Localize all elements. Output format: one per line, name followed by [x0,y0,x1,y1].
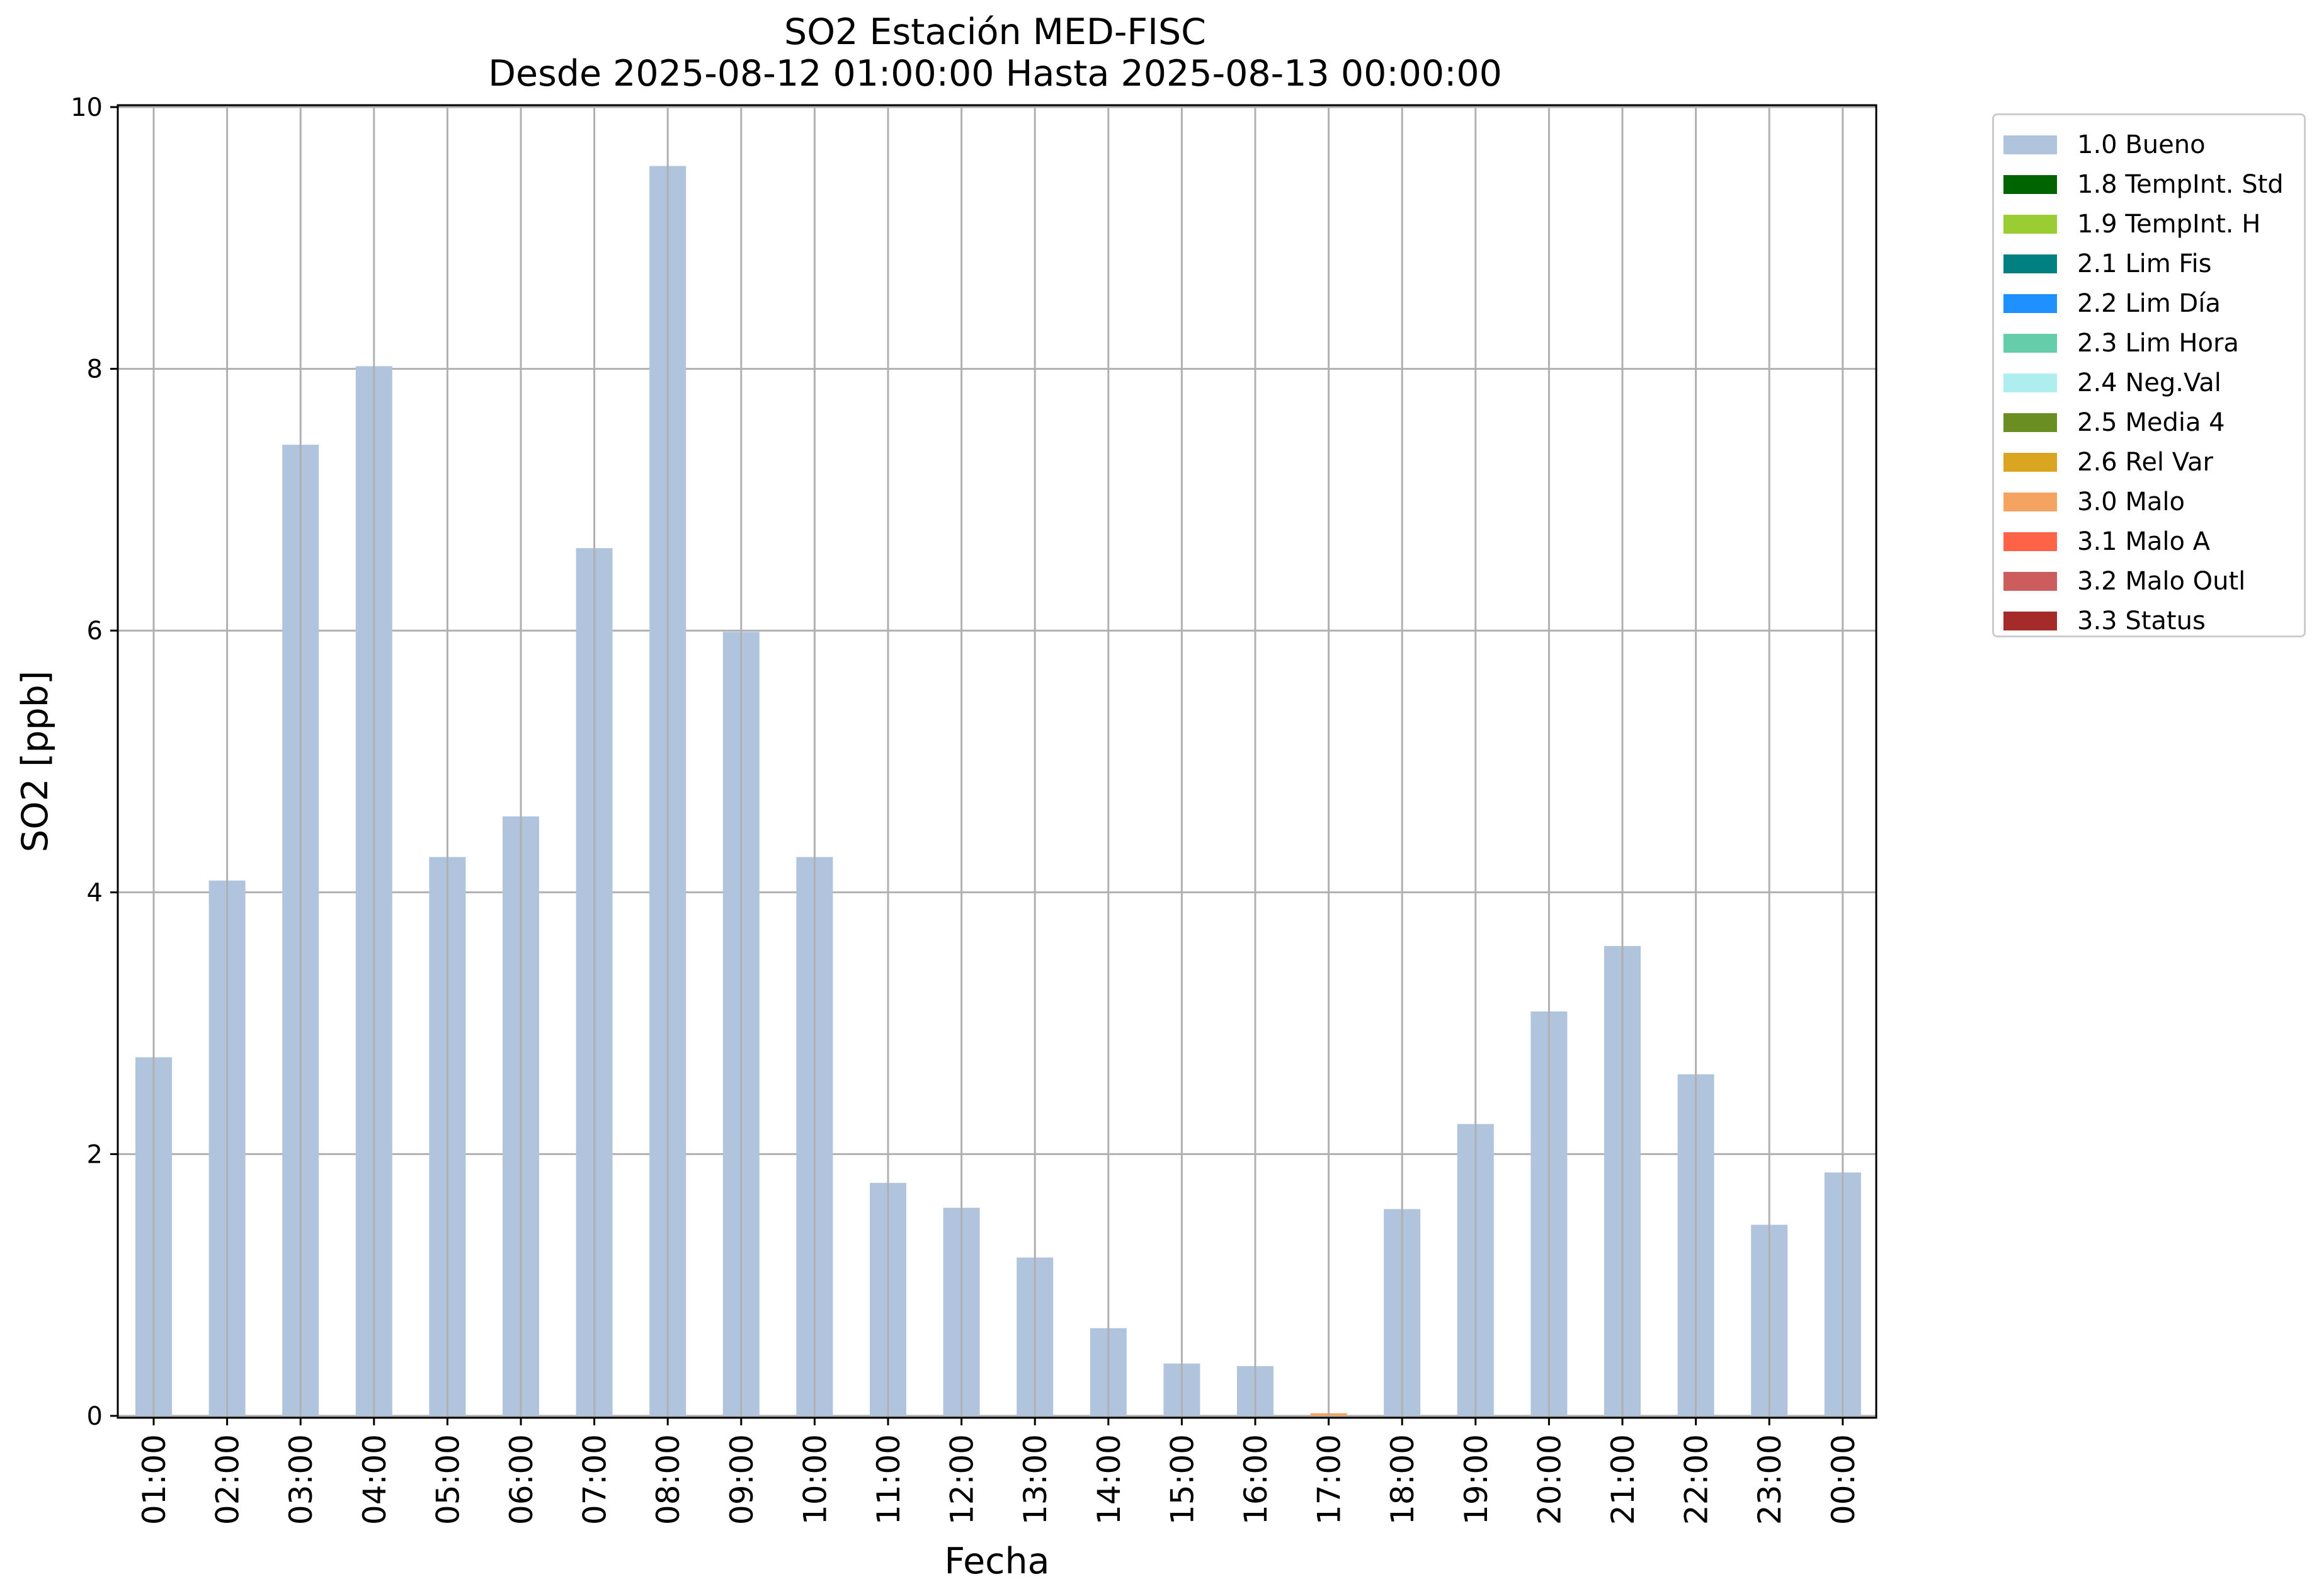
x-tick-label: 16:00 [1238,1434,1274,1525]
legend-item: 3.0 Malo [1994,484,2304,523]
legend-label: 3.2 Malo Outl [2077,567,2246,596]
legend-label: 2.5 Media 4 [2077,408,2225,437]
legend-label: 1.8 TempInt. Std [2077,170,2284,199]
x-tick-label: 12:00 [944,1434,981,1525]
legend-swatch [2003,612,2057,630]
x-tick-label: 00:00 [1825,1434,1862,1525]
y-tick-label: 0 [87,1402,103,1431]
y-axis-ticks: 0 2 4 6 8 10 [71,93,118,1431]
legend-swatch [2003,413,2057,432]
x-tick-label: 05:00 [430,1434,466,1525]
x-tick-label: 21:00 [1605,1434,1641,1525]
legend-swatch [2003,373,2057,392]
x-tick-label: 15:00 [1164,1434,1200,1525]
legend-label: 1.9 TempInt. H [2077,210,2261,239]
x-axis-ticks: 01:00 02:00 03:00 04:00 05:00 06:00 07:00 08:00… [136,1418,1862,1525]
x-tick-label: 17:00 [1311,1434,1348,1525]
legend-swatch [2003,532,2057,551]
y-tick-label: 10 [71,93,103,122]
chart-title: SO2 Estación MED-FISC [784,11,1206,53]
legend-label: 3.0 Malo [2077,487,2185,516]
x-tick-label: 19:00 [1458,1434,1495,1525]
legend-swatch [2003,135,2057,154]
legend: 1.0 Bueno 1.8 TempInt. Std 1.9 TempInt. H 2… [1992,113,2306,637]
legend-item: 2.4 Neg.Val [1994,365,2304,404]
legend-label: 1.0 Bueno [2077,130,2206,159]
x-tick-label: 06:00 [503,1434,540,1525]
legend-swatch [2003,493,2057,511]
x-tick-label: 08:00 [650,1434,687,1525]
plot-area-frame [117,104,1877,1419]
y-tick-label: 6 [87,617,103,646]
legend-item: 2.3 Lim Hora [1994,325,2304,365]
legend-item: 1.8 TempInt. Std [1994,166,2304,206]
y-tick-label: 8 [87,355,103,384]
x-tick-label: 11:00 [870,1434,907,1525]
legend-label: 2.2 Lim Día [2077,289,2221,318]
x-axis-label: Fecha [944,1541,1049,1582]
legend-swatch [2003,453,2057,472]
x-tick-label: 20:00 [1531,1434,1568,1525]
legend-swatch [2003,572,2057,591]
legend-label: 3.3 Status [2077,607,2206,636]
chart-subtitle: Desde 2025-08-12 01:00:00 Hasta 2025-08-… [488,53,1502,94]
x-tick-label: 01:00 [136,1434,173,1525]
x-tick-label: 14:00 [1091,1434,1127,1525]
legend-label: 2.4 Neg.Val [2077,368,2221,397]
legend-swatch [2003,254,2057,273]
x-tick-label: 03:00 [283,1434,319,1525]
x-tick-label: 09:00 [724,1434,760,1525]
legend-swatch [2003,334,2057,353]
vertical-grid [152,105,1844,1418]
legend-label: 3.1 Malo A [2077,527,2211,556]
x-tick-label: 18:00 [1384,1434,1421,1525]
legend-label: 2.6 Rel Var [2077,448,2213,477]
x-tick-label: 04:00 [356,1434,393,1525]
y-tick-label: 4 [87,879,103,908]
x-tick-label: 23:00 [1752,1434,1788,1525]
x-tick-label: 10:00 [797,1434,833,1525]
legend-item: 3.3 Status [1994,603,2304,642]
legend-swatch [2003,175,2057,194]
y-axis-label: SO2 [ppb] [14,671,56,852]
legend-item: 2.1 Lim Fis [1994,246,2304,285]
y-tick-label: 2 [87,1140,103,1169]
legend-item: 2.6 Rel Var [1994,444,2304,484]
legend-item: 3.2 Malo Outl [1994,563,2304,603]
x-tick-label: 02:00 [210,1434,246,1525]
legend-item: 1.0 Bueno [1994,127,2304,166]
legend-item: 1.9 TempInt. H [1994,206,2304,246]
grid [118,106,1876,1417]
legend-swatch [2003,215,2057,234]
legend-item: 3.1 Malo A [1994,523,2304,563]
legend-label: 2.1 Lim Fis [2077,249,2212,278]
x-tick-label: 07:00 [577,1434,613,1525]
legend-item: 2.2 Lim Día [1994,285,2304,325]
x-tick-label: 13:00 [1017,1434,1054,1525]
bars [135,166,1861,1416]
legend-label: 2.3 Lim Hora [2077,329,2239,358]
x-tick-label: 22:00 [1678,1434,1715,1525]
legend-swatch [2003,294,2057,313]
legend-item: 2.5 Media 4 [1994,404,2304,444]
